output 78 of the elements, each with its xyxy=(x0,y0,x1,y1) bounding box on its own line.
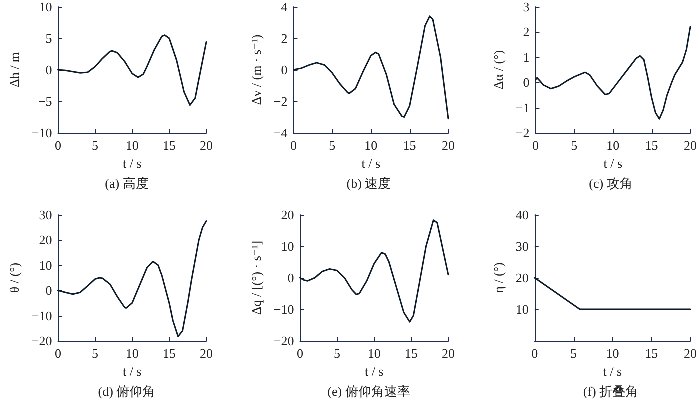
y-tick-label: −2 xyxy=(274,94,288,109)
line-series xyxy=(299,220,450,323)
x-tick-label: 5 xyxy=(334,346,341,361)
y-axis-title: Δq / [(°) · s⁻¹] xyxy=(249,240,264,316)
y-axis-title: η / (°) xyxy=(491,262,506,294)
y-axis-title: Δα / (°) xyxy=(491,50,506,90)
text: (c) 攻角 xyxy=(589,176,633,191)
y-tick-label: −20 xyxy=(274,334,294,348)
y-tick-label: 0 xyxy=(46,62,52,78)
x-tick-label: 15 xyxy=(645,346,658,361)
text: (d) 俯仰角 xyxy=(98,384,156,399)
line-series xyxy=(292,16,450,120)
y-axis-title: Δh / m xyxy=(7,52,22,88)
x-axis-title: t / s xyxy=(604,156,623,171)
y-tick-label: 0 xyxy=(46,283,52,298)
y-tick-label: 20 xyxy=(516,270,529,286)
y-tick-label: 0 xyxy=(281,62,288,78)
y-tick-label: 30 xyxy=(39,208,52,222)
x-tick-label: 20 xyxy=(200,346,213,361)
x-axis-title: t / s xyxy=(362,156,381,171)
y-tick-label: 5 xyxy=(46,31,52,46)
x-tick-label: 5 xyxy=(571,138,578,153)
x-tick-label: 10 xyxy=(606,138,620,153)
x-tick-label: 10 xyxy=(126,346,139,361)
y-tick-label: 10 xyxy=(39,258,52,273)
y-tick-label: −1 xyxy=(516,100,530,116)
text: (f) 折叠角 xyxy=(583,384,639,399)
x-tick-label: 20 xyxy=(684,138,697,153)
y-tick-label: −4 xyxy=(274,126,288,140)
y-tick-label: 0 xyxy=(523,75,530,90)
y-tick-label: 1 xyxy=(523,50,530,65)
y-tick-label: 2 xyxy=(523,24,530,40)
y-tick-label: 40 xyxy=(516,208,529,222)
y-tick-label: −10 xyxy=(32,308,52,324)
y-tick-label: 30 xyxy=(516,239,529,254)
x-tick-label: 15 xyxy=(403,138,416,153)
y-tick-label: 10 xyxy=(281,239,294,254)
x-tick-label: 20 xyxy=(442,346,455,361)
y-axis-title: Δv / (m · s⁻¹) xyxy=(249,34,264,106)
x-axis-title: t / s xyxy=(122,156,142,171)
x-axis-title: t / s xyxy=(603,364,622,379)
y-tick-label: −10 xyxy=(32,126,52,140)
y-tick-label: 10 xyxy=(516,302,529,317)
x-tick-label: 5 xyxy=(92,138,99,153)
x-tick-label: 10 xyxy=(606,346,620,361)
text: (a) 高度 xyxy=(105,176,149,191)
x-tick-label: 15 xyxy=(162,346,176,361)
y-tick-label: −20 xyxy=(32,334,52,348)
x-tick-label: 10 xyxy=(364,138,378,153)
x-tick-label: 5 xyxy=(329,138,336,153)
text: (e) 俯仰角速率 xyxy=(328,384,410,399)
x-tick-label: 5 xyxy=(570,346,578,361)
x-tick-label: 15 xyxy=(404,346,418,361)
x-tick-label: 15 xyxy=(645,138,658,153)
y-axis-title: θ / (°) xyxy=(7,262,22,294)
y-tick-label: 10 xyxy=(39,0,52,14)
y-tick-label: −5 xyxy=(38,94,52,109)
y-tick-label: 20 xyxy=(281,208,294,222)
y-tick-label: 0 xyxy=(288,270,294,286)
line-series xyxy=(57,220,208,338)
text: (b) 速度 xyxy=(346,176,392,191)
x-tick-label: 15 xyxy=(162,138,176,153)
x-tick-label: 20 xyxy=(684,346,697,361)
x-axis-title: t / s xyxy=(364,364,384,379)
y-tick-label: 3 xyxy=(523,0,530,14)
line-series xyxy=(57,34,208,106)
x-tick-label: 5 xyxy=(92,346,99,361)
y-tick-label: 4 xyxy=(281,0,288,14)
x-axis-title: t / s xyxy=(122,364,142,379)
y-tick-label: −2 xyxy=(516,126,530,140)
x-tick-label: 20 xyxy=(200,138,213,153)
y-tick-label: 2 xyxy=(281,31,288,46)
line-series xyxy=(534,26,692,120)
y-tick-label: −10 xyxy=(274,302,294,317)
x-tick-label: 10 xyxy=(126,138,139,153)
x-tick-label: 20 xyxy=(442,138,455,153)
x-tick-label: 10 xyxy=(368,346,381,361)
y-tick-label: 20 xyxy=(39,232,52,248)
